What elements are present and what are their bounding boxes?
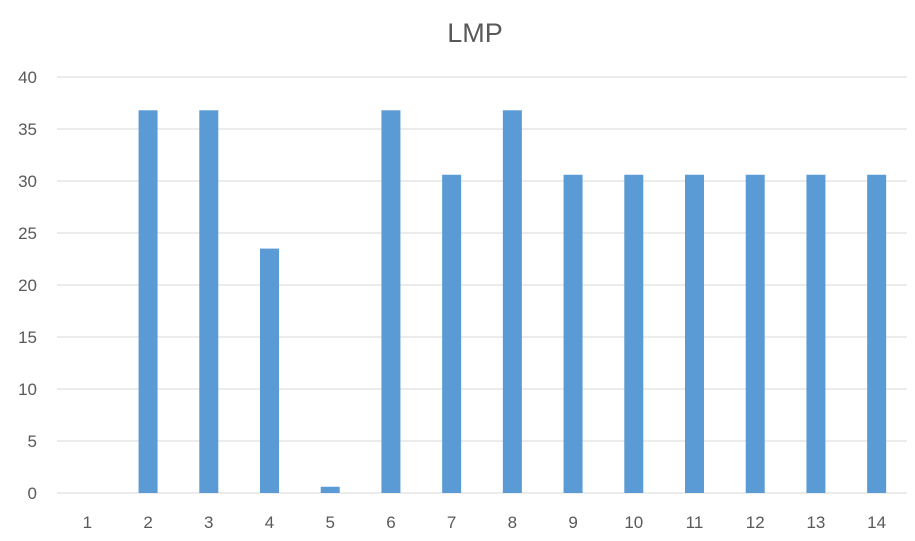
y-tick-label: 0 <box>28 484 37 503</box>
bars <box>138 110 887 493</box>
x-tick-label: 10 <box>624 513 643 532</box>
x-tick-label: 6 <box>386 513 395 532</box>
chart-title: LMP <box>447 18 503 48</box>
x-tick-label: 11 <box>686 513 704 532</box>
x-axis-tick-labels: 1 2 3 4 5 6 7 8 9 10 11 12 13 14 <box>83 513 886 532</box>
x-tick-label: 8 <box>508 513 517 532</box>
x-tick-label: 5 <box>325 513 334 532</box>
y-tick-label: 5 <box>28 432 37 451</box>
bar-2 <box>138 110 158 493</box>
bar-11 <box>685 174 704 493</box>
bar-3 <box>199 110 219 493</box>
x-tick-label: 9 <box>568 513 577 532</box>
bar-12 <box>745 174 765 493</box>
x-tick-label: 13 <box>806 513 825 532</box>
bar-14 <box>867 174 887 493</box>
y-tick-label: 30 <box>18 172 37 191</box>
bar-10 <box>624 174 644 493</box>
x-tick-label: 3 <box>204 513 213 532</box>
y-axis-tick-labels: 0 5 10 15 20 25 30 35 40 <box>18 68 37 503</box>
y-tick-label: 15 <box>18 328 37 347</box>
bar-8 <box>502 110 522 493</box>
bar-5 <box>320 486 340 493</box>
bar-9 <box>563 174 583 493</box>
x-tick-label: 4 <box>265 513 274 532</box>
y-tick-label: 40 <box>18 68 37 87</box>
gridlines <box>57 76 907 494</box>
bar-13 <box>806 174 826 493</box>
bar-6 <box>381 110 401 493</box>
x-tick-label: 1 <box>83 513 92 532</box>
y-tick-label: 25 <box>18 224 37 243</box>
y-tick-label: 20 <box>18 276 37 295</box>
y-tick-label: 10 <box>18 380 37 399</box>
x-tick-label: 12 <box>746 513 765 532</box>
x-tick-label: 7 <box>447 513 456 532</box>
bar-7 <box>442 174 462 493</box>
x-tick-label: 2 <box>143 513 152 532</box>
bar-4 <box>260 248 279 493</box>
x-tick-label: 14 <box>867 513 886 532</box>
y-tick-label: 35 <box>18 120 37 139</box>
